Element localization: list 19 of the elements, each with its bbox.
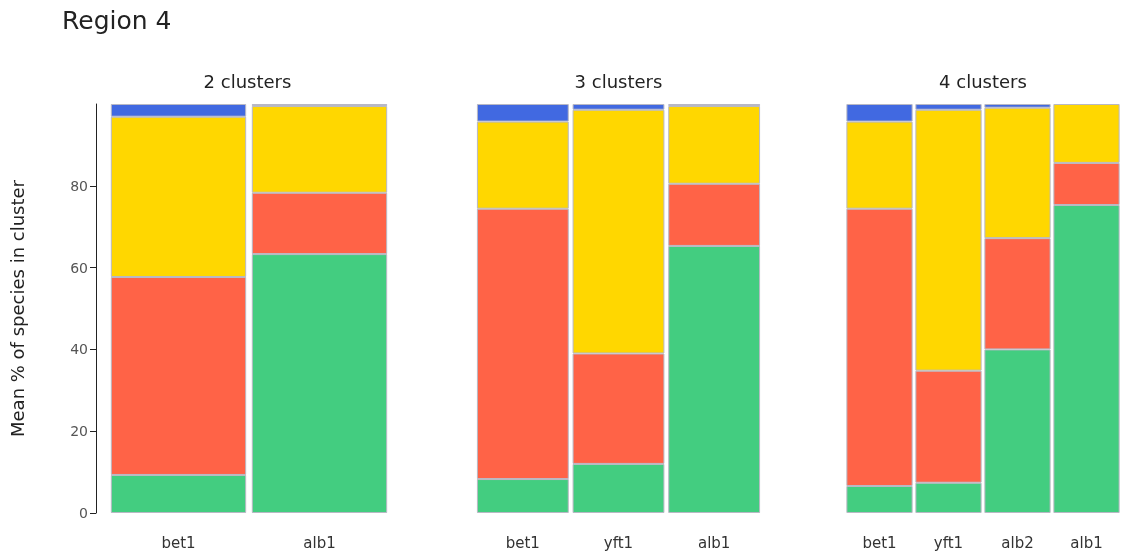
x-tick-label: bet1 xyxy=(505,533,540,552)
x-tick-label: alb2 xyxy=(1001,533,1034,552)
x-tick-label: alb1 xyxy=(697,533,731,552)
text: Region 4 xyxy=(62,6,172,35)
x-tick-label: yft1 xyxy=(603,533,634,552)
x-tick-label: alb1 xyxy=(303,533,336,552)
chart-title: 3 clusters xyxy=(574,70,663,92)
x-tick-label: alb1 xyxy=(1070,533,1103,552)
x-tick-label: bet1 xyxy=(862,533,897,552)
y-tick-label: 40 xyxy=(70,341,88,358)
x-tick-label: yft1 xyxy=(933,533,964,552)
chart-title: 2 clusters xyxy=(203,70,292,92)
x-tick-label: bet1 xyxy=(161,533,196,552)
y-tick-label: 0 xyxy=(79,505,88,521)
y-axis-title: Mean % of species in cluster xyxy=(6,179,28,437)
chart-title: 4 clusters xyxy=(939,70,1027,92)
y-tick-label: 80 xyxy=(70,177,88,194)
y-tick-label: 20 xyxy=(70,423,88,440)
y-tick-label: 60 xyxy=(70,259,88,276)
